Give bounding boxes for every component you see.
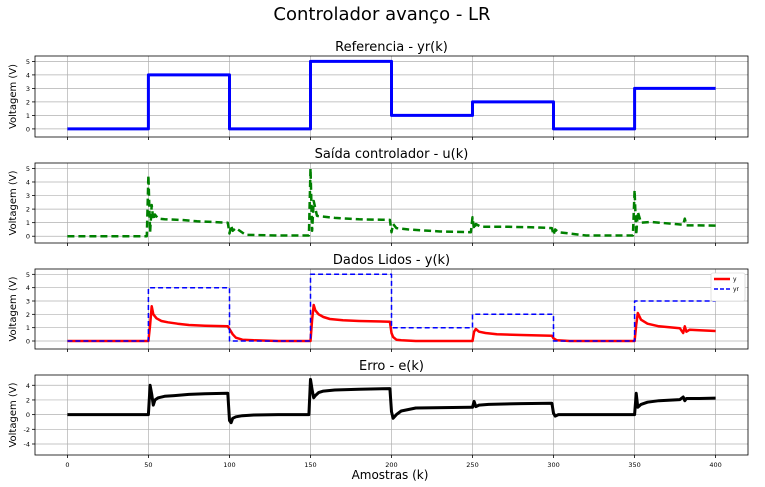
y-tick-label: 1 — [26, 112, 30, 120]
y-tick-label: 2 — [26, 206, 30, 214]
y-tick-label: 2 — [26, 311, 30, 319]
y-axis-label: Voltagem (V) — [8, 382, 19, 447]
y-axis-label: Voltagem (V) — [8, 276, 19, 341]
x-tick-label: 100 — [223, 461, 235, 469]
x-tick-label: 50 — [144, 461, 152, 469]
x-tick-label: 350 — [628, 461, 640, 469]
figure-xlabel: Amostras (k) — [352, 468, 429, 482]
x-tick-label: 0 — [65, 461, 69, 469]
x-tick-label: 150 — [304, 461, 316, 469]
y-tick-label: 4 — [26, 382, 30, 390]
legend: y yr — [710, 272, 746, 302]
y-tick-label: 4 — [26, 71, 30, 79]
subplot-title: Erro - e(k) — [359, 359, 424, 374]
series-line-y — [67, 303, 716, 343]
y-tick-label: 4 — [26, 284, 30, 292]
subplot-1: 0 1 2 3 4 5 Referencia - yr(k) Voltagem (V) — [8, 40, 749, 140]
y-axis-label: Voltagem (V) — [8, 64, 19, 129]
y-tick-label: 5 — [26, 165, 30, 173]
subplot-3: 0 1 2 3 4 5 Dados Lidos - y(k) Voltagem (V) y yr — [8, 253, 749, 352]
subplot-title: Referencia - yr(k) — [335, 40, 448, 55]
y-tick-label: 4 — [26, 178, 30, 186]
y-tick-label: 1 — [26, 219, 30, 227]
series-line-yr — [67, 59, 716, 131]
series-line-e — [67, 377, 716, 425]
x-tick-label: 200 — [385, 461, 397, 469]
y-tick-label: 0 — [26, 125, 30, 133]
y-tick-label: 0 — [26, 338, 30, 346]
legend-label-y: y — [733, 276, 737, 283]
x-tick-label: 250 — [466, 461, 478, 469]
y-tick-label: 5 — [26, 58, 30, 66]
series-line-u — [67, 167, 716, 238]
subplot-title: Dados Lidos - y(k) — [333, 253, 450, 268]
y-axis-label: Voltagem (V) — [8, 170, 19, 235]
x-tick-label: 300 — [547, 461, 559, 469]
figure-title: Controlador avanço - LR — [273, 4, 490, 25]
legend-box — [710, 272, 746, 302]
subplots: 0 1 2 3 4 5 Referencia - yr(k) Voltagem (V) 0 1 2 3… — [8, 40, 749, 469]
legend-label-yr: yr — [733, 286, 740, 293]
series-line-yr — [67, 273, 716, 342]
y-tick-label: 3 — [26, 298, 30, 306]
y-tick-label: 0 — [26, 411, 30, 419]
y-tick-label: 1 — [26, 324, 30, 332]
y-tick-label: 2 — [26, 396, 30, 404]
subplot-2: 0 1 2 3 4 5 Saída controlador - u(k) Voltagem (… — [8, 147, 749, 246]
y-tick-label: -4 — [24, 440, 30, 448]
y-tick-label: 5 — [26, 271, 30, 279]
y-tick-label: 2 — [26, 98, 30, 106]
y-tick-label: 3 — [26, 192, 30, 200]
x-tick-label: 400 — [709, 461, 721, 469]
subplot-title: Saída controlador - u(k) — [315, 147, 469, 162]
y-tick-label: -2 — [24, 426, 30, 434]
y-tick-label: 0 — [26, 233, 30, 241]
y-tick-label: 3 — [26, 85, 30, 93]
subplot-4: -4 -2 0 2 4 0 50 100 150 200 250 300 350 400 Erro - e(… — [8, 359, 749, 469]
